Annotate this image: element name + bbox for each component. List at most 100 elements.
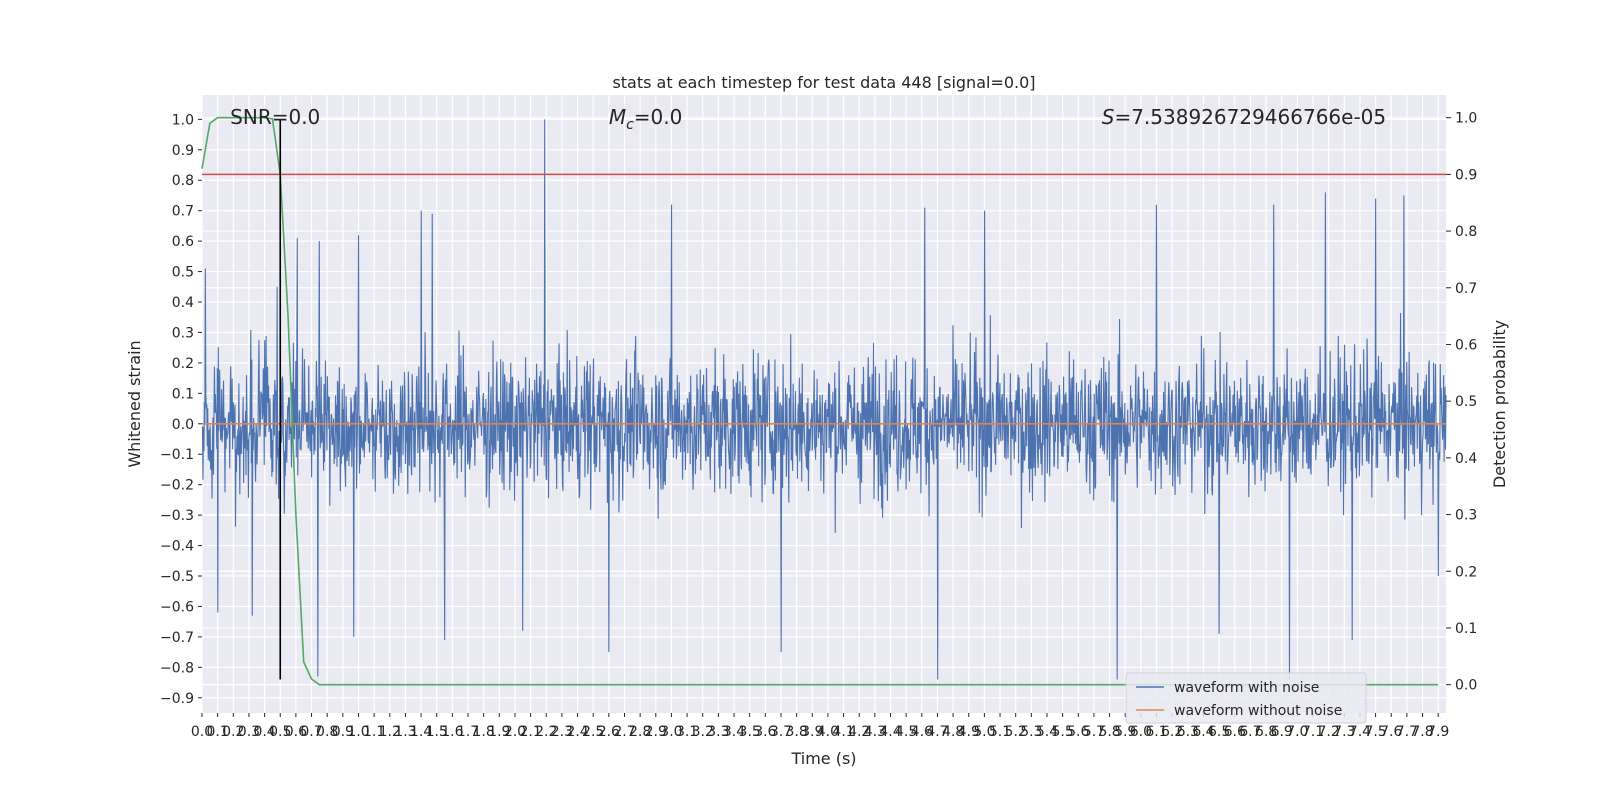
right-tick-label: 0.6 — [1455, 337, 1477, 353]
right-tick-label: 0.4 — [1455, 451, 1477, 467]
left-tick-label: 0.8 — [172, 173, 194, 189]
x-tick-label: 5.3 — [1020, 724, 1042, 740]
x-tick-label: 4.7 — [926, 724, 948, 740]
x-tick-label: 6.0 — [1130, 724, 1152, 740]
x-tick-label: 0.2 — [222, 724, 244, 740]
x-tick-label: 1.8 — [473, 724, 495, 740]
x-tick-label: 3.4 — [723, 724, 745, 740]
x-tick-label: 7.1 — [1302, 724, 1324, 740]
chirp-mass-annotation: Mc=0.0 — [609, 105, 683, 133]
x-tick-label: 7.4 — [1349, 724, 1371, 740]
x-tick-label: 4.8 — [942, 724, 964, 740]
left-tick-label: −0.8 — [160, 660, 194, 676]
left-tick-label: 0.3 — [172, 325, 194, 341]
snr-annotation: SNR=0.0 — [230, 105, 320, 129]
x-tick-label: 3.5 — [739, 724, 761, 740]
x-tick-label: 0.1 — [207, 724, 229, 740]
x-tick-label: 1.3 — [394, 724, 416, 740]
x-tick-label: 1.4 — [410, 724, 432, 740]
x-tick-label: 2.6 — [598, 724, 620, 740]
x-tick-label: 6.5 — [1208, 724, 1230, 740]
right-tick-label: 1.0 — [1455, 111, 1477, 127]
left-tick-label: 0.7 — [172, 204, 194, 220]
x-tick-label: 6.2 — [1161, 724, 1183, 740]
series-lines — [201, 116, 1446, 686]
x-tick-label: 2.8 — [629, 724, 651, 740]
x-tick-label: 5.5 — [1051, 724, 1073, 740]
x-tick-label: 0.9 — [332, 724, 354, 740]
left-tick-label: −0.1 — [160, 447, 194, 463]
chirp-mass-subscript: c — [626, 117, 634, 133]
x-tick-label: 0.6 — [285, 724, 307, 740]
x-tick-label: 2.4 — [566, 724, 588, 740]
x-tick-label: 3.1 — [676, 724, 698, 740]
x-tick-label: 5.7 — [1083, 724, 1105, 740]
x-tick-label: 5.0 — [973, 724, 995, 740]
right-tick-label: 0.5 — [1455, 394, 1477, 410]
x-tick-label: 6.3 — [1177, 724, 1199, 740]
legend-label: waveform with noise — [1174, 680, 1319, 696]
left-tick-label: 0.2 — [172, 356, 194, 372]
x-tick-label: 7.8 — [1411, 724, 1433, 740]
x-tick-label: 5.2 — [1005, 724, 1027, 740]
x-tick-label: 2.2 — [535, 724, 557, 740]
x-tick-label: 1.5 — [426, 724, 448, 740]
x-tick-label: 5.8 — [1098, 724, 1120, 740]
x-axis-label: Time (s) — [790, 749, 856, 768]
x-tick-label: 6.8 — [1255, 724, 1277, 740]
s-annotation: S=7.538926729466766e-05 — [1102, 105, 1386, 129]
x-tick-label: 0.5 — [269, 724, 291, 740]
left-tick-label: 0.5 — [172, 265, 194, 281]
series-waveform-with-noise — [201, 119, 1447, 680]
x-tick-label: 3.6 — [754, 724, 776, 740]
left-axis-label: Whitened strain — [125, 340, 144, 467]
x-tick-label: 7.2 — [1318, 724, 1340, 740]
x-tick-label: 0.7 — [300, 724, 322, 740]
right-tick-label: 0.3 — [1455, 508, 1477, 524]
left-tick-label: −0.4 — [160, 539, 194, 555]
annotations: SNR=0.0 Mc=0.0 S=7.538926729466766e-05 — [230, 105, 1386, 133]
right-axis-ticks: 1.0 0.9 0.8 0.7 0.6 0.5 0.4 0.3 0.2 0.1 0.0 — [1446, 111, 1477, 694]
x-tick-label: 3.7 — [770, 724, 792, 740]
x-tick-label: 6.1 — [1145, 724, 1167, 740]
x-tick-label: 7.6 — [1380, 724, 1402, 740]
x-tick-label: 3.2 — [692, 724, 714, 740]
x-tick-label: 3.8 — [785, 724, 807, 740]
x-tick-label: 2.7 — [613, 724, 635, 740]
left-tick-label: 0.4 — [172, 295, 194, 311]
x-tick-label: 5.1 — [989, 724, 1011, 740]
left-tick-label: 0.1 — [172, 386, 194, 402]
x-tick-label: 4.6 — [911, 724, 933, 740]
x-tick-label: 0.3 — [238, 724, 260, 740]
chirp-mass-symbol: M — [609, 105, 626, 129]
chart-title: stats at each timestep for test data 448… — [612, 73, 1035, 92]
x-tick-label: 4.3 — [864, 724, 886, 740]
x-tick-label: 0.4 — [253, 724, 275, 740]
x-tick-label: 4.1 — [832, 724, 854, 740]
x-tick-label: 7.3 — [1333, 724, 1355, 740]
x-tick-label: 2.1 — [519, 724, 541, 740]
x-tick-label: 6.9 — [1271, 724, 1293, 740]
x-tick-label: 0.0 — [191, 724, 213, 740]
x-tick-label: 3.3 — [707, 724, 729, 740]
left-tick-label: −0.7 — [160, 630, 194, 646]
x-tick-label: 6.6 — [1224, 724, 1246, 740]
x-tick-label: 1.2 — [379, 724, 401, 740]
x-tick-label: 3.0 — [660, 724, 682, 740]
left-tick-label: −0.2 — [160, 478, 194, 494]
x-tick-label: 5.6 — [1067, 724, 1089, 740]
x-tick-label: 4.0 — [817, 724, 839, 740]
x-tick-label: 4.2 — [848, 724, 870, 740]
left-tick-label: 1.0 — [172, 112, 194, 128]
x-tick-label: 2.0 — [504, 724, 526, 740]
s-symbol: S — [1102, 105, 1115, 129]
legend-box — [1125, 672, 1367, 724]
left-tick-label: 0.9 — [172, 143, 194, 159]
x-tick-label: 7.7 — [1396, 724, 1418, 740]
legend-label: waveform without noise — [1174, 703, 1342, 719]
x-tick-label: 5.4 — [1036, 724, 1058, 740]
s-value: =7.538926729466766e-05 — [1114, 105, 1386, 129]
x-tick-label: 1.9 — [488, 724, 510, 740]
x-tick-label: 7.5 — [1364, 724, 1386, 740]
